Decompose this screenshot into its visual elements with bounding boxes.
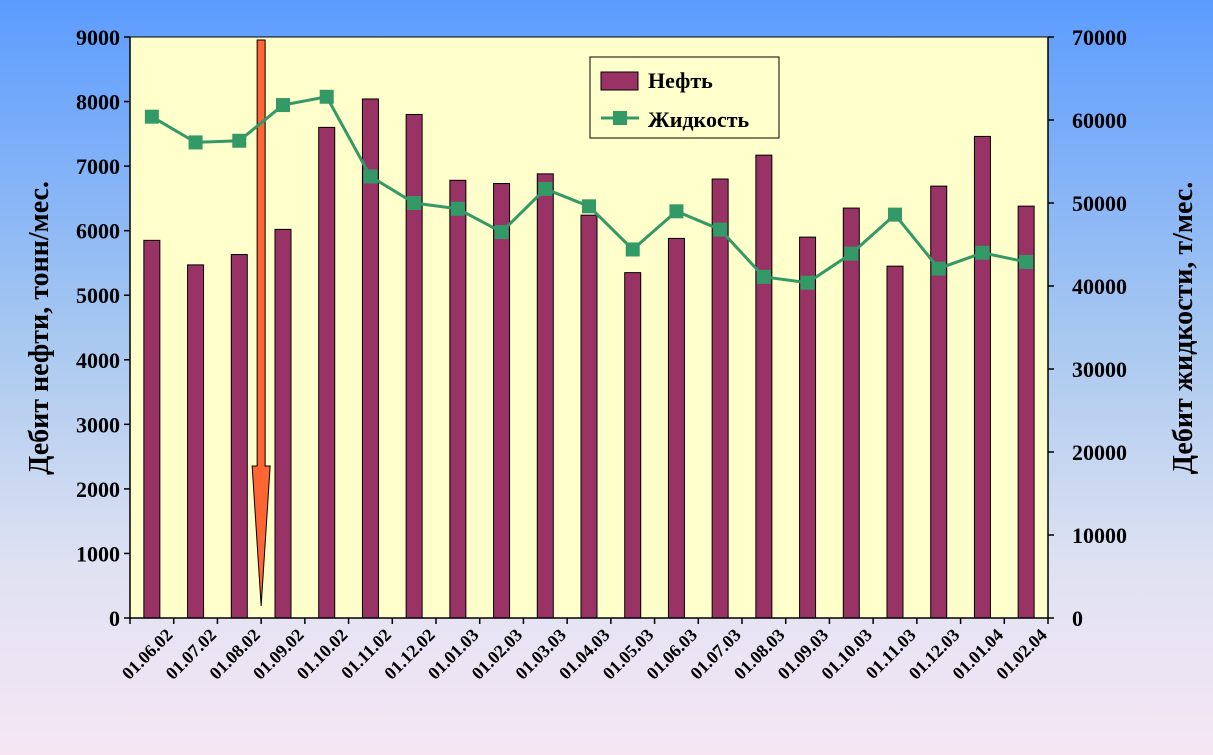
oil-bar (230, 254, 248, 619)
left-tick-label: 7000 (76, 154, 120, 179)
oil-bar (667, 237, 685, 619)
legend: Нефть Жидкость (589, 56, 780, 139)
liquid-marker (713, 222, 728, 237)
oil-bar (973, 135, 991, 619)
right-tick-label: 30000 (1072, 357, 1127, 382)
liquid-marker (975, 245, 990, 260)
liquid-marker (538, 181, 553, 196)
liquid-marker (800, 275, 815, 290)
right-axis-ticks: 0 10000 20000 30000 40000 50000 60000 70000 (1048, 25, 1127, 631)
oil-bar (755, 154, 773, 619)
left-tick-label: 2000 (76, 477, 120, 502)
liquid-marker (363, 169, 378, 184)
event-arrow (251, 39, 271, 607)
right-tick-label: 50000 (1072, 191, 1127, 216)
right-axis-title: Дебит жидкости, т/мес. (1168, 182, 1199, 474)
liquid-marker (669, 204, 684, 219)
liquid-marker (582, 199, 596, 214)
oil-bar (842, 207, 860, 619)
oil-bar (930, 185, 948, 619)
liquid-marker (450, 201, 465, 216)
legend-liquid-marker (613, 111, 627, 125)
oil-bar (405, 113, 423, 619)
oil-bar (187, 264, 205, 619)
liquid-marker (1019, 254, 1034, 269)
left-tick-label: 5000 (76, 283, 120, 308)
liquid-marker (232, 133, 247, 148)
right-tick-label: 60000 (1072, 108, 1127, 133)
oil-bar (493, 183, 511, 619)
oil-bar (624, 272, 642, 619)
x-axis-ticks: 01.06.0201.07.0201.08.0201.09.0201.10.02… (118, 618, 1051, 683)
right-tick-label: 10000 (1072, 523, 1127, 548)
legend-oil-swatch (600, 71, 639, 91)
oil-bar (799, 236, 817, 619)
left-tick-label: 9000 (76, 25, 120, 50)
right-tick-label: 0 (1072, 606, 1083, 631)
right-tick-label: 20000 (1072, 440, 1127, 465)
left-tick-label: 1000 (76, 541, 120, 566)
oil-bar (143, 239, 161, 619)
oil-bar (536, 173, 554, 619)
liquid-marker (494, 225, 509, 240)
liquid-marker (188, 135, 203, 150)
liquid-marker (931, 261, 946, 276)
liquid-marker (625, 242, 640, 257)
liquid-marker (844, 246, 859, 261)
right-tick-label: 70000 (1072, 25, 1127, 50)
left-tick-label: 6000 (76, 219, 120, 244)
left-axis-title: Дебит нефти, тонн/мес. (24, 181, 55, 475)
liquid-marker (276, 98, 290, 113)
oil-bar (449, 179, 467, 619)
liquid-marker (756, 269, 771, 284)
oil-bar (886, 265, 904, 619)
event-arrow-shape (251, 39, 271, 607)
oil-bar (318, 126, 336, 619)
axes (129, 37, 1049, 619)
liquid-marker (144, 109, 159, 124)
liquid-marker (319, 89, 334, 104)
left-tick-label: 3000 (76, 412, 120, 437)
oil-bar (711, 178, 729, 619)
liquid-line (144, 89, 1034, 290)
oil-bar (274, 228, 292, 619)
liquid-marker (407, 196, 422, 210)
legend-oil-label: Нефть (648, 68, 713, 93)
right-tick-label: 40000 (1072, 274, 1127, 299)
left-tick-label: 8000 (76, 90, 120, 115)
liquid-marker (888, 207, 902, 222)
left-tick-label: 0 (109, 606, 120, 631)
legend-liquid-label: Жидкость (648, 107, 750, 132)
oil-bar (580, 214, 598, 619)
left-tick-label: 4000 (76, 348, 120, 373)
left-axis-ticks: 0 1000 2000 3000 4000 5000 6000 7000 8000 9000 (76, 25, 130, 631)
